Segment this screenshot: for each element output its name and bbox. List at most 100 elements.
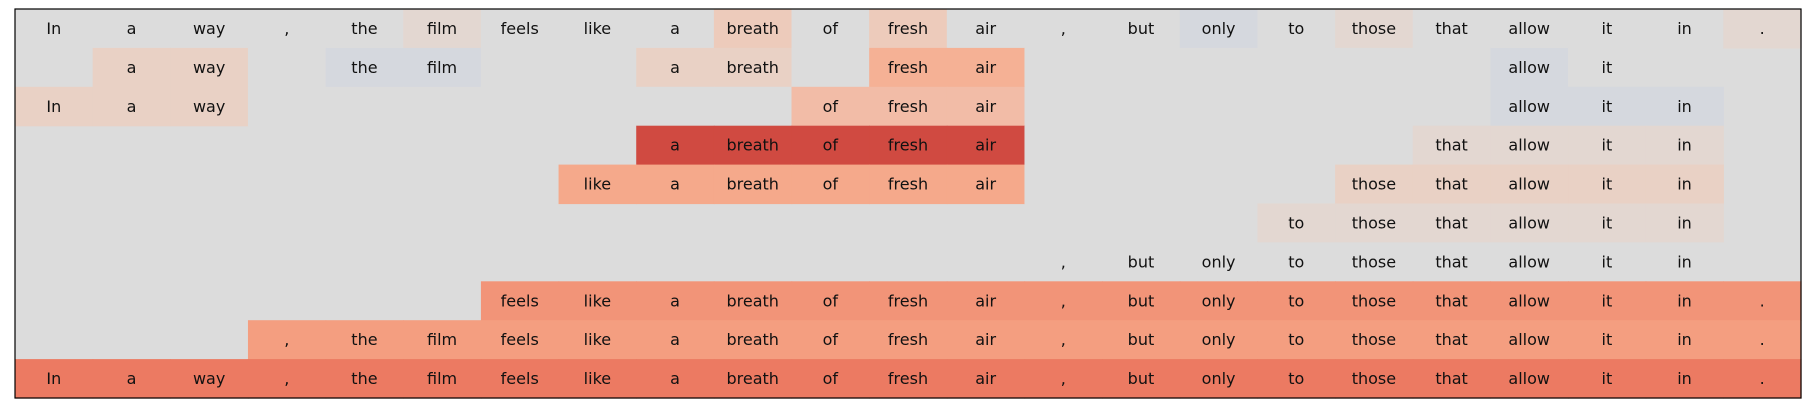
heatmap-cell-r0-c3 — [247, 9, 327, 49]
heatmap-cell-r0-c19 — [1490, 9, 1569, 49]
token-label: it — [1602, 97, 1613, 116]
token-label: air — [975, 136, 996, 155]
heatmap-cell-r4-c21 — [1645, 164, 1724, 205]
heatmap-cell-r8-c15 — [1179, 320, 1259, 360]
token-label: a — [670, 369, 680, 388]
heatmap-cell-r2-c6 — [480, 86, 560, 127]
heatmap-cell-r2-c10 — [791, 86, 870, 127]
token-label: of — [823, 175, 839, 194]
token-label: , — [1061, 19, 1066, 38]
token-label: breath — [726, 136, 778, 155]
token-label: like — [584, 19, 611, 38]
token-label: in — [1677, 19, 1692, 38]
heatmap-cell-r0-c16 — [1257, 9, 1336, 49]
token-label: air — [975, 19, 996, 38]
heatmap-cell-r1-c6 — [480, 47, 560, 88]
heatmap-cell-r9-c6 — [480, 359, 560, 399]
heatmap-cell-r7-c13 — [1024, 281, 1103, 321]
heatmap-cell-r9-c14 — [1102, 359, 1181, 399]
token-label: in — [1677, 291, 1692, 310]
heatmap-cell-r2-c2 — [170, 86, 249, 127]
token-label: that — [1435, 136, 1468, 155]
token-label: air — [975, 58, 996, 77]
heatmap-cell-r2-c9 — [713, 86, 793, 127]
token-label: those — [1352, 19, 1396, 38]
token-label: a — [127, 19, 137, 38]
heatmap-cell-r0-c10 — [791, 9, 870, 49]
heatmap-cell-r5-c20 — [1568, 203, 1647, 243]
heatmap-cell-r4-c17 — [1335, 164, 1414, 205]
heatmap-cell-r2-c1 — [92, 86, 171, 127]
heatmap-cell-r1-c18 — [1412, 47, 1491, 88]
heatmap-cell-r0-c1 — [92, 9, 171, 49]
heatmap-cell-r0-c11 — [869, 9, 948, 49]
token-label: only — [1202, 330, 1236, 349]
token-label: . — [1760, 19, 1765, 38]
heatmap-cell-r0-c0 — [15, 9, 94, 49]
heatmap-cell-r1-c4 — [325, 47, 404, 88]
heatmap-cell-r8-c5 — [403, 320, 482, 360]
heatmap-cell-r6-c16 — [1257, 242, 1336, 282]
heatmap-cell-r8-c18 — [1412, 320, 1491, 360]
token-label: of — [823, 330, 839, 349]
heatmap-cell-r9-c20 — [1568, 359, 1647, 399]
heatmap-cell-r8-c19 — [1490, 320, 1569, 360]
token-label: it — [1602, 252, 1613, 271]
token-label: , — [284, 369, 289, 388]
token-label: but — [1128, 19, 1155, 38]
heatmap-cell-r0-c12 — [946, 9, 1026, 49]
token-label: a — [670, 58, 680, 77]
token-label: to — [1288, 19, 1304, 38]
token-label: breath — [726, 175, 778, 194]
heatmap-cell-r8-c13 — [1024, 320, 1103, 360]
token-label: air — [975, 330, 996, 349]
token-label: but — [1128, 291, 1155, 310]
heatmap-cell-r1-c3 — [247, 47, 327, 88]
heatmap-cell-r8-c7 — [558, 320, 637, 360]
token-label: air — [975, 369, 996, 388]
heatmap-cell-r4-c14 — [1102, 164, 1181, 205]
heatmap-cell-r3-c16 — [1257, 125, 1336, 166]
token-label: . — [1760, 291, 1765, 310]
heatmap-cell-r1-c12 — [946, 47, 1026, 88]
heatmap-cell-r1-c14 — [1102, 47, 1181, 88]
heatmap-cell-r9-c0 — [15, 359, 94, 399]
token-label: it — [1602, 19, 1613, 38]
token-label: that — [1435, 19, 1468, 38]
token-label: breath — [726, 291, 778, 310]
heatmap-cell-r1-c17 — [1335, 47, 1414, 88]
heatmap-cell-r9-c19 — [1490, 359, 1569, 399]
token-label: allow — [1508, 19, 1550, 38]
heatmap-cell-r1-c10 — [791, 47, 870, 88]
heatmap-cell-r3-c17 — [1335, 125, 1414, 166]
heatmap-cells — [15, 9, 1802, 399]
heatmap-cell-r0-c5 — [403, 9, 482, 49]
heatmap-cell-r7-c15 — [1179, 281, 1259, 321]
heatmap-cell-r3-c8 — [636, 125, 715, 166]
token-label: it — [1602, 58, 1613, 77]
heatmap-cell-r2-c4 — [325, 86, 404, 127]
heatmap-cell-r1-c9 — [713, 47, 793, 88]
token-label: a — [670, 136, 680, 155]
heatmap-cell-r4-c12 — [946, 164, 1026, 205]
heatmap-cell-r3-c13 — [1024, 125, 1103, 166]
heatmap-cell-r8-c9 — [713, 320, 793, 360]
heatmap-cell-r6-c13 — [1024, 242, 1103, 282]
token-label: allow — [1508, 330, 1550, 349]
heatmap-cell-r0-c7 — [558, 9, 637, 49]
heatmap-cell-r8-c3 — [247, 320, 327, 360]
heatmap-cell-r0-c22 — [1723, 9, 1802, 49]
token-label: those — [1352, 175, 1396, 194]
token-label: fresh — [888, 291, 928, 310]
token-label: In — [46, 369, 61, 388]
token-label: of — [823, 136, 839, 155]
token-label: to — [1288, 213, 1304, 232]
token-label: in — [1677, 97, 1692, 116]
heatmap-cell-r7-c6 — [480, 281, 560, 321]
token-label: to — [1288, 252, 1304, 271]
heatmap-cell-r9-c21 — [1645, 359, 1724, 399]
heatmap-cell-r9-c8 — [636, 359, 715, 399]
heatmap-cell-r1-c15 — [1179, 47, 1259, 88]
heatmap-cell-r6-c14 — [1102, 242, 1181, 282]
